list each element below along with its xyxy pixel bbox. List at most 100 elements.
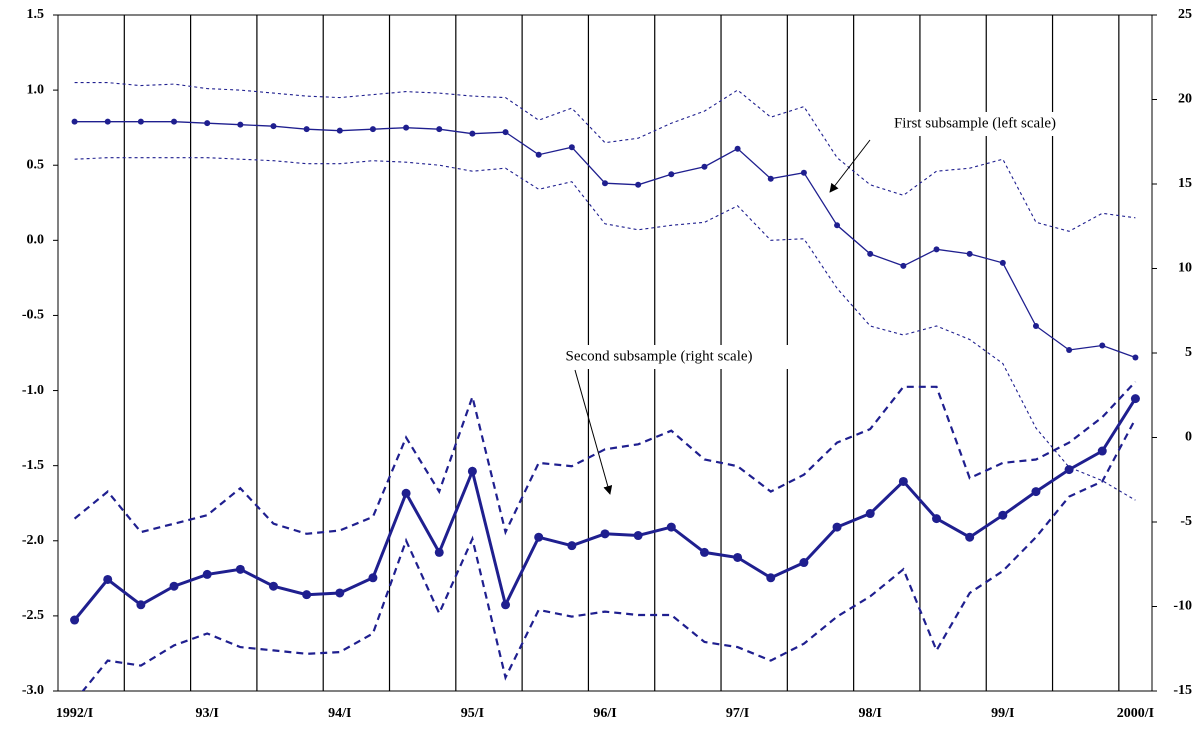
point bbox=[666, 522, 676, 532]
point bbox=[633, 531, 643, 541]
y-tick-label: 1.5 bbox=[27, 7, 45, 22]
point bbox=[867, 250, 874, 257]
axes: -3.0 -2.5 -2.0 -1.5 -1.0 -0.5 0.0 0.5 1.0 1.5 -15 -… bbox=[22, 7, 1192, 721]
point bbox=[932, 514, 942, 524]
point bbox=[602, 180, 608, 187]
y2-tick-label: -15 bbox=[1173, 683, 1192, 698]
point bbox=[237, 121, 244, 128]
series-line bbox=[81, 418, 1137, 691]
x-tick-label: 2000/I bbox=[1117, 706, 1154, 721]
point bbox=[501, 600, 511, 610]
x-tick-label: 98/I bbox=[859, 706, 882, 721]
y-tick-label: -0.5 bbox=[22, 308, 44, 323]
point bbox=[403, 124, 410, 131]
point bbox=[668, 171, 675, 178]
point bbox=[401, 488, 411, 498]
y-tick-label: -1.0 bbox=[22, 383, 44, 398]
point bbox=[368, 573, 378, 583]
point bbox=[998, 510, 1008, 520]
point bbox=[70, 615, 80, 625]
point bbox=[966, 250, 973, 257]
x-tick-label: 93/I bbox=[196, 706, 219, 721]
point bbox=[137, 118, 144, 125]
series-line bbox=[74, 82, 1136, 232]
x-tick-label: 99/I bbox=[991, 706, 1014, 721]
y-tick-label: 1.0 bbox=[27, 82, 45, 97]
y-tick-label: 0.5 bbox=[27, 157, 45, 172]
series-line bbox=[73, 380, 1137, 536]
annotation: Second subsample (right scale) bbox=[565, 348, 752, 364]
point bbox=[800, 169, 807, 176]
point bbox=[302, 590, 312, 600]
x-tick-label: 97/I bbox=[726, 706, 749, 721]
point bbox=[965, 532, 975, 542]
y2-tick-label: -10 bbox=[1173, 599, 1192, 614]
point bbox=[799, 558, 809, 568]
point bbox=[733, 552, 743, 562]
y2-tick-label: 0 bbox=[1185, 430, 1192, 445]
point bbox=[1064, 465, 1074, 475]
point bbox=[502, 129, 509, 136]
annotation-bg bbox=[858, 112, 1096, 136]
point bbox=[534, 532, 544, 542]
point bbox=[1031, 487, 1041, 497]
point bbox=[268, 581, 278, 591]
series-line bbox=[73, 397, 1137, 621]
point bbox=[303, 126, 310, 133]
point bbox=[1066, 346, 1073, 353]
y-tick-label: -2.0 bbox=[22, 533, 44, 548]
y2-tick-label: -5 bbox=[1180, 514, 1192, 529]
point bbox=[900, 262, 907, 269]
point bbox=[204, 120, 211, 127]
point bbox=[103, 574, 113, 584]
annotation: First subsample (left scale) bbox=[894, 115, 1056, 131]
x-tick-label: 94/I bbox=[328, 706, 351, 721]
point bbox=[865, 509, 875, 519]
point bbox=[767, 175, 774, 182]
annotation-arrow bbox=[829, 139, 871, 193]
point bbox=[1032, 322, 1039, 329]
point bbox=[434, 547, 444, 557]
x-tick-label: 95/I bbox=[461, 706, 484, 721]
y-tick-label: -3.0 bbox=[22, 683, 44, 698]
annotation-arrow bbox=[574, 369, 613, 495]
y2-tick-label: 15 bbox=[1178, 176, 1192, 191]
point bbox=[535, 151, 542, 158]
series-layer bbox=[70, 82, 1140, 691]
point bbox=[235, 564, 245, 574]
point bbox=[699, 547, 709, 557]
point bbox=[202, 569, 212, 579]
point bbox=[171, 118, 178, 125]
y2-tick-label: 5 bbox=[1185, 345, 1192, 360]
point bbox=[832, 522, 842, 532]
point bbox=[270, 123, 277, 130]
y-tick-label: -1.5 bbox=[22, 458, 44, 473]
point bbox=[568, 144, 575, 151]
series-line bbox=[74, 157, 1136, 501]
point bbox=[1130, 394, 1140, 404]
point bbox=[104, 118, 111, 125]
point bbox=[898, 476, 908, 486]
point bbox=[734, 145, 741, 152]
point bbox=[1099, 342, 1106, 349]
point bbox=[1097, 446, 1107, 456]
point bbox=[436, 126, 443, 133]
point bbox=[766, 573, 776, 583]
y2-tick-label: 10 bbox=[1178, 261, 1192, 276]
point bbox=[600, 529, 610, 539]
y-tick-label: 0.0 bbox=[27, 233, 45, 248]
point bbox=[701, 163, 708, 170]
point bbox=[999, 259, 1006, 266]
point bbox=[169, 581, 179, 591]
point bbox=[567, 541, 577, 551]
point bbox=[136, 600, 146, 610]
y2-tick-label: 20 bbox=[1178, 92, 1192, 107]
point bbox=[71, 118, 78, 125]
x-tick-label: 96/I bbox=[593, 706, 616, 721]
point bbox=[635, 181, 642, 188]
y-tick-label: -2.5 bbox=[22, 608, 44, 623]
point bbox=[834, 222, 841, 229]
point bbox=[469, 130, 476, 137]
